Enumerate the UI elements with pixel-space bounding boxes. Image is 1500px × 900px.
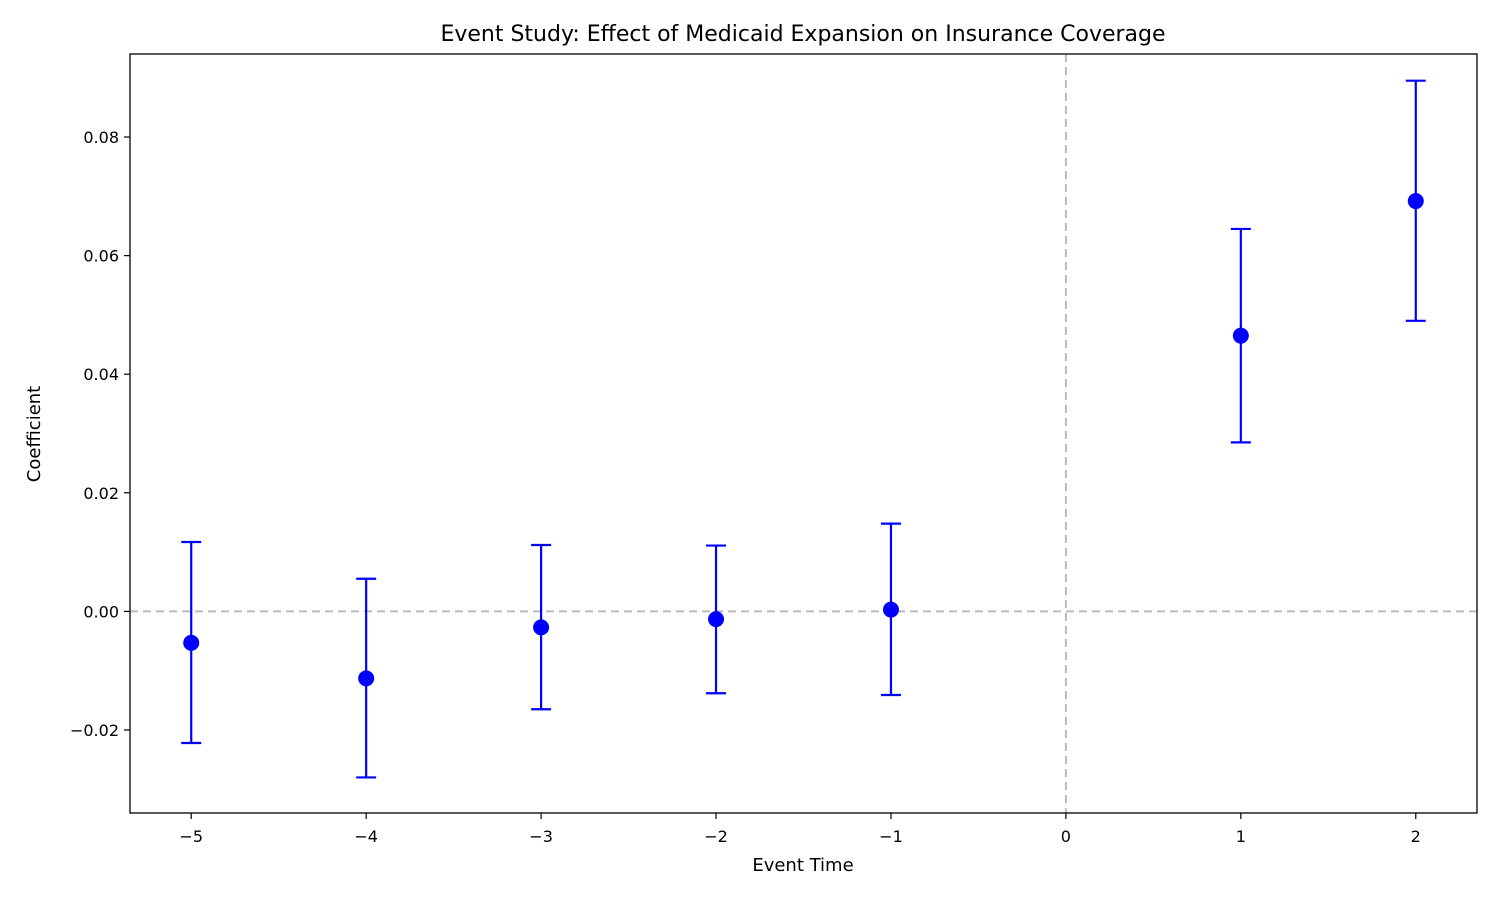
x-tick-label: −2	[704, 827, 728, 846]
y-tick-label: 0.08	[83, 128, 119, 147]
x-tick-label: 2	[1411, 827, 1421, 846]
data-points	[183, 193, 1424, 687]
y-tick-label: −0.02	[70, 721, 119, 740]
data-point	[1232, 327, 1249, 344]
y-tick-label: 0.00	[83, 602, 119, 621]
plot-area-frame	[129, 53, 1478, 814]
y-axis-ticks: −0.02 0.00 0.02 0.04 0.06 0.08	[70, 128, 130, 740]
data-point	[882, 601, 899, 618]
x-tick-label: 0	[1061, 827, 1071, 846]
reference-lines	[130, 54, 1477, 813]
x-tick-label: −1	[879, 827, 903, 846]
y-tick-label: 0.02	[83, 484, 119, 503]
x-tick-label: −5	[179, 827, 203, 846]
data-point	[708, 611, 725, 628]
x-tick-label: −4	[354, 827, 378, 846]
data-point	[358, 670, 375, 687]
y-tick-label: 0.06	[83, 247, 119, 266]
x-axis-label: Event Time	[752, 855, 853, 876]
y-tick-label: 0.04	[83, 365, 119, 384]
x-tick-label: −3	[529, 827, 553, 846]
x-axis-ticks: −5 −4 −3 −2 −1 0 1 2	[179, 813, 1421, 846]
data-point	[533, 619, 550, 636]
chart-title: Event Study: Effect of Medicaid Expansio…	[440, 22, 1165, 47]
data-point	[183, 634, 200, 651]
x-tick-label: 1	[1236, 827, 1246, 846]
data-point	[1407, 193, 1424, 210]
y-axis-label: Coefficient	[24, 386, 45, 483]
